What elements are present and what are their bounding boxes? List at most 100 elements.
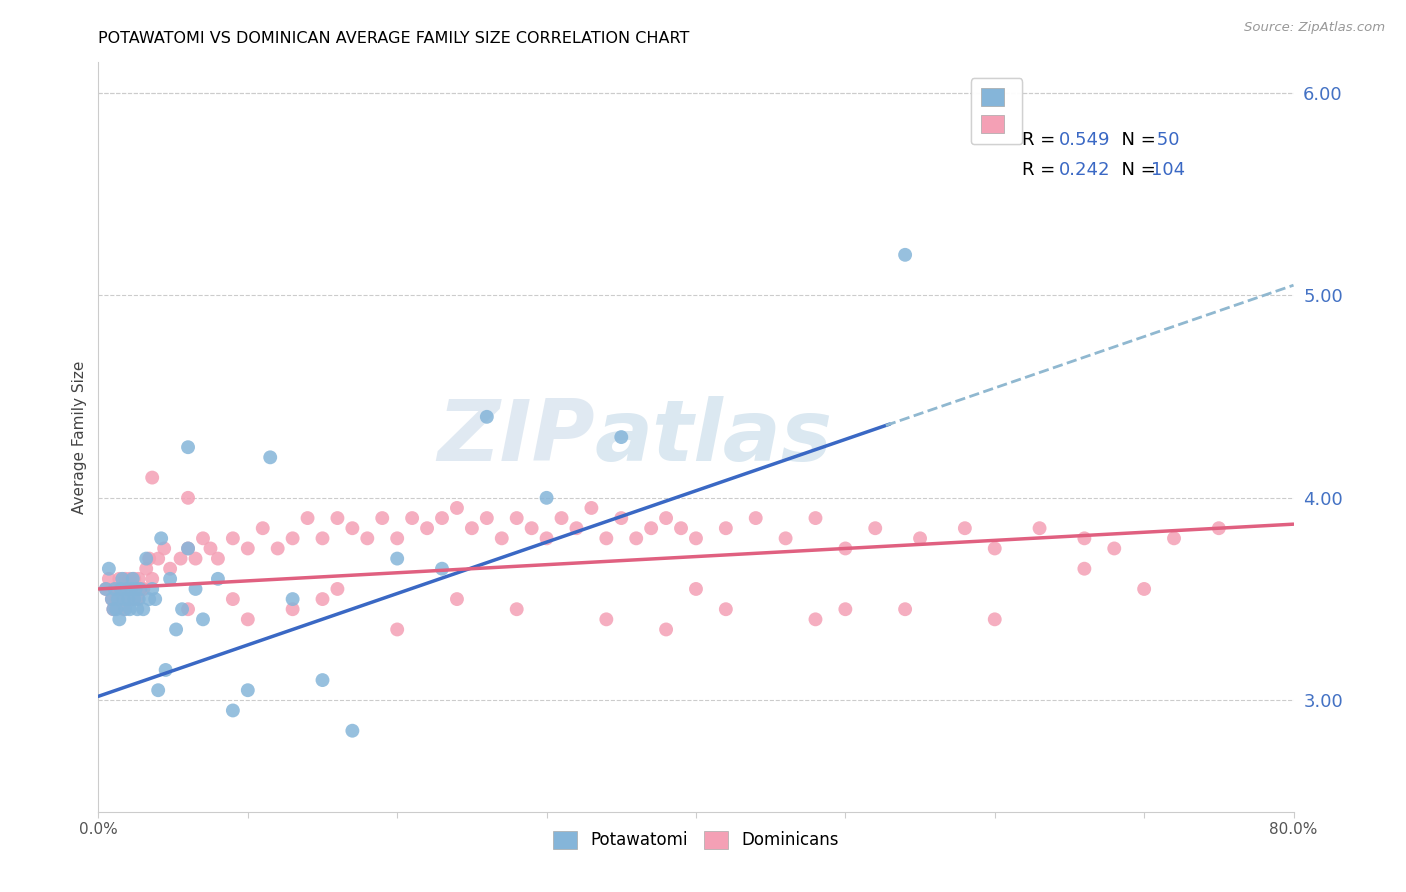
Point <box>311 673 333 687</box>
Point <box>595 532 617 546</box>
Text: N =: N = <box>1111 161 1161 179</box>
Point <box>865 521 887 535</box>
Point <box>236 683 259 698</box>
Point <box>342 723 364 738</box>
Point <box>775 532 797 546</box>
Text: R =: R = <box>1022 161 1062 179</box>
Point <box>159 562 181 576</box>
Point <box>104 582 127 596</box>
Point <box>127 592 149 607</box>
Point <box>1208 521 1230 535</box>
Point <box>834 602 856 616</box>
Point <box>236 541 259 556</box>
Point <box>640 521 662 535</box>
Point <box>222 532 245 546</box>
Point <box>124 572 146 586</box>
Point <box>1073 562 1095 576</box>
Point <box>669 521 692 535</box>
Point <box>112 602 135 616</box>
Point <box>207 572 229 586</box>
Point <box>155 663 177 677</box>
Point <box>834 541 856 556</box>
Point <box>371 511 394 525</box>
Point <box>385 623 409 637</box>
Point <box>184 551 207 566</box>
Point <box>626 532 648 546</box>
Point <box>141 572 163 586</box>
Point <box>385 551 409 566</box>
Point <box>132 582 155 596</box>
Point <box>297 511 319 525</box>
Point <box>115 582 138 596</box>
Point <box>105 592 128 607</box>
Point <box>132 602 155 616</box>
Point <box>461 521 484 535</box>
Point <box>326 511 349 525</box>
Point <box>103 602 125 616</box>
Point <box>491 532 513 546</box>
Point <box>595 612 617 626</box>
Point <box>108 572 131 586</box>
Point <box>191 532 214 546</box>
Point <box>117 592 139 607</box>
Point <box>125 582 148 596</box>
Text: 0.549: 0.549 <box>1059 131 1109 149</box>
Point <box>311 532 333 546</box>
Point <box>894 248 917 262</box>
Point <box>121 592 143 607</box>
Point <box>141 582 163 596</box>
Point <box>655 511 678 525</box>
Text: R =: R = <box>1022 131 1062 149</box>
Point <box>804 612 827 626</box>
Point <box>222 592 245 607</box>
Point <box>222 703 245 717</box>
Point <box>138 592 160 607</box>
Point <box>610 511 633 525</box>
Point <box>984 612 1007 626</box>
Point <box>430 562 453 576</box>
Point <box>259 450 281 465</box>
Point <box>191 612 214 626</box>
Point <box>326 582 349 596</box>
Point <box>97 572 120 586</box>
Point <box>115 582 138 596</box>
Point <box>536 532 558 546</box>
Point <box>685 532 707 546</box>
Point <box>121 572 143 586</box>
Point <box>120 582 142 596</box>
Point <box>143 592 166 607</box>
Point <box>1133 582 1156 596</box>
Point <box>281 592 304 607</box>
Text: POTAWATOMI VS DOMINICAN AVERAGE FAMILY SIZE CORRELATION CHART: POTAWATOMI VS DOMINICAN AVERAGE FAMILY S… <box>98 31 690 46</box>
Point <box>94 582 117 596</box>
Point <box>124 592 146 607</box>
Text: 104: 104 <box>1152 161 1185 179</box>
Point <box>207 551 229 566</box>
Point <box>177 541 200 556</box>
Point <box>550 511 572 525</box>
Point <box>475 409 498 424</box>
Point <box>148 683 170 698</box>
Point <box>104 582 127 596</box>
Point <box>108 612 131 626</box>
Point <box>416 521 439 535</box>
Point <box>1163 532 1185 546</box>
Point <box>172 602 194 616</box>
Point <box>148 551 170 566</box>
Point <box>200 541 222 556</box>
Point <box>128 592 150 607</box>
Point <box>97 562 120 576</box>
Point <box>401 511 423 525</box>
Point <box>1073 532 1095 546</box>
Point <box>129 582 152 596</box>
Point <box>908 532 931 546</box>
Point <box>446 500 468 515</box>
Point <box>610 430 633 444</box>
Point <box>311 592 333 607</box>
Point <box>177 541 200 556</box>
Point <box>135 562 157 576</box>
Point <box>169 551 191 566</box>
Point <box>107 582 129 596</box>
Point <box>184 582 207 596</box>
Point <box>356 532 378 546</box>
